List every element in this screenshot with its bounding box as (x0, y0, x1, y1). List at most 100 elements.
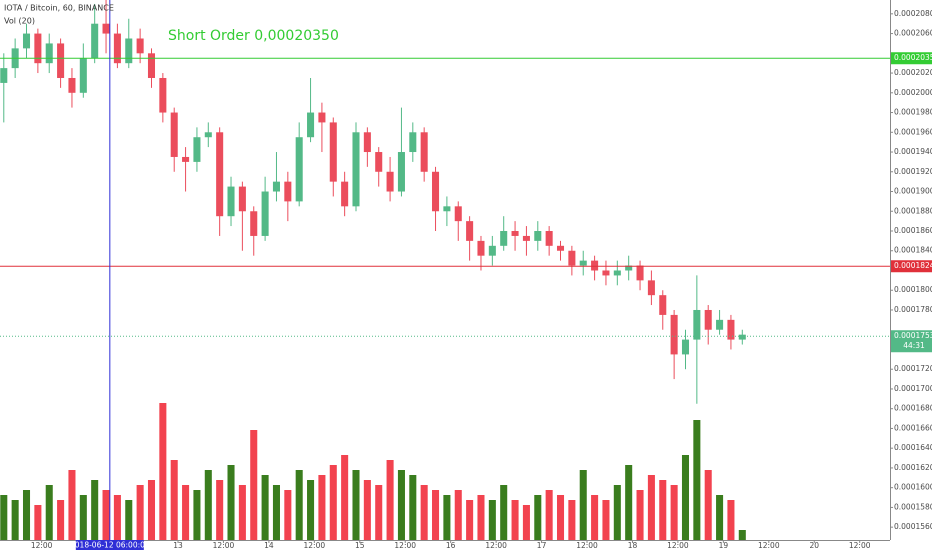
x-tick-label: 17 (537, 541, 547, 550)
volume-bar (488, 500, 496, 540)
volume-bar (511, 500, 519, 540)
volume-bar (477, 495, 485, 540)
volume-bar (534, 495, 542, 540)
volume-bar (34, 505, 42, 540)
volume-bar (659, 480, 667, 540)
y-tick-label: 0.00015600 (894, 522, 932, 531)
volume-bar (329, 465, 337, 540)
x-tick-label: 20 (809, 541, 819, 550)
candle-body (545, 231, 553, 246)
volume-bar (295, 470, 303, 540)
x-tick-label: 12:00 (394, 541, 416, 550)
x-tick-label: 12:00 (576, 541, 598, 550)
volume-bar (568, 500, 576, 540)
x-tick-label: 12:00 (849, 541, 871, 550)
candle-body (488, 245, 496, 256)
volume-bar (341, 455, 349, 540)
volume-bar (113, 495, 121, 540)
y-tick-label: 0.00017200 (894, 364, 932, 373)
volume-bar (182, 485, 190, 540)
order-label: Short Order 0,00020350 (168, 28, 339, 44)
volume-bar (727, 500, 735, 540)
volume-bar (170, 460, 178, 540)
candle-body (125, 38, 133, 64)
candle-body (477, 240, 485, 256)
symbol-title: IOTA / Bitcoin, 60, BINANCE (4, 4, 114, 13)
candle-body (602, 270, 610, 276)
x-tick-label: 15 (355, 541, 365, 550)
volume-bar (500, 485, 508, 540)
volume-bar (91, 480, 99, 540)
volume-bar (670, 485, 678, 540)
y-tick-label: 0.00016200 (894, 463, 932, 472)
candle-body (409, 132, 417, 153)
candle-body (375, 152, 383, 172)
x-tick-label: 12:00 (213, 541, 235, 550)
y-tick-label: 0.00018400 (894, 246, 932, 255)
volume-bar (79, 495, 87, 540)
candle-body (261, 191, 269, 236)
price-tag-label: 0.00018243 (894, 261, 932, 270)
candle-body (681, 339, 690, 355)
candle-body (716, 319, 724, 330)
candle-body (170, 112, 178, 157)
candle-body (613, 270, 621, 276)
volume-bar (272, 485, 280, 540)
volume-bar (45, 485, 53, 540)
candle-body (568, 250, 576, 266)
candle-body (113, 33, 121, 64)
volume-bar (522, 505, 530, 540)
volume-bar (147, 480, 156, 540)
candle-body (647, 280, 655, 296)
candle-body (727, 319, 735, 340)
candle-body (397, 152, 405, 192)
candle-body (534, 231, 542, 241)
y-tick-label: 0.00018600 (894, 226, 932, 235)
volume-bar (613, 485, 621, 540)
candle-body (318, 112, 326, 123)
volume-bar (307, 480, 315, 540)
volume-bar (556, 495, 565, 540)
x-tick-label: 12:00 (485, 541, 507, 550)
y-tick-label: 0.00019400 (894, 147, 932, 156)
candle-body (182, 156, 190, 162)
y-tick-label: 0.00016400 (894, 443, 932, 452)
candle-body (329, 122, 337, 182)
volume-bar (681, 455, 690, 540)
candle-body (216, 132, 224, 217)
volume-bar (704, 470, 712, 540)
candle-body (693, 309, 701, 340)
volume-bar (363, 480, 371, 540)
candle-body (91, 23, 99, 59)
y-tick-label: 0.00015800 (894, 502, 932, 511)
x-tick-label: 16 (446, 541, 456, 550)
axis-layer: 0.00020800 0.00020600 0.00020200 0.00020000… (31, 9, 932, 550)
volume-bar (454, 490, 462, 540)
candle-body (136, 38, 144, 54)
candle-body (34, 33, 42, 64)
candle-body (466, 221, 474, 241)
last-price-label: 0.00017534 (894, 331, 932, 340)
candle-body (68, 77, 76, 93)
x-tick-label: 14 (264, 541, 274, 550)
volume-bar (352, 470, 360, 540)
y-tick-label: 0.00020600 (894, 29, 932, 38)
volume-bar (22, 490, 31, 540)
candle-body (57, 43, 65, 78)
volume-bar (159, 403, 167, 540)
volume-bar (261, 475, 269, 540)
candle-body (307, 112, 315, 138)
candle-body (704, 309, 712, 330)
price-tag (891, 52, 932, 65)
candle-body (432, 171, 440, 212)
candle-body (341, 181, 349, 207)
candle-body (636, 265, 644, 281)
volume-bar (102, 490, 110, 540)
candle-body (579, 260, 587, 266)
volume-bar (420, 485, 428, 540)
candle-body (295, 137, 303, 202)
x-tick-label: 13 (173, 541, 183, 550)
candle-body (454, 206, 462, 222)
